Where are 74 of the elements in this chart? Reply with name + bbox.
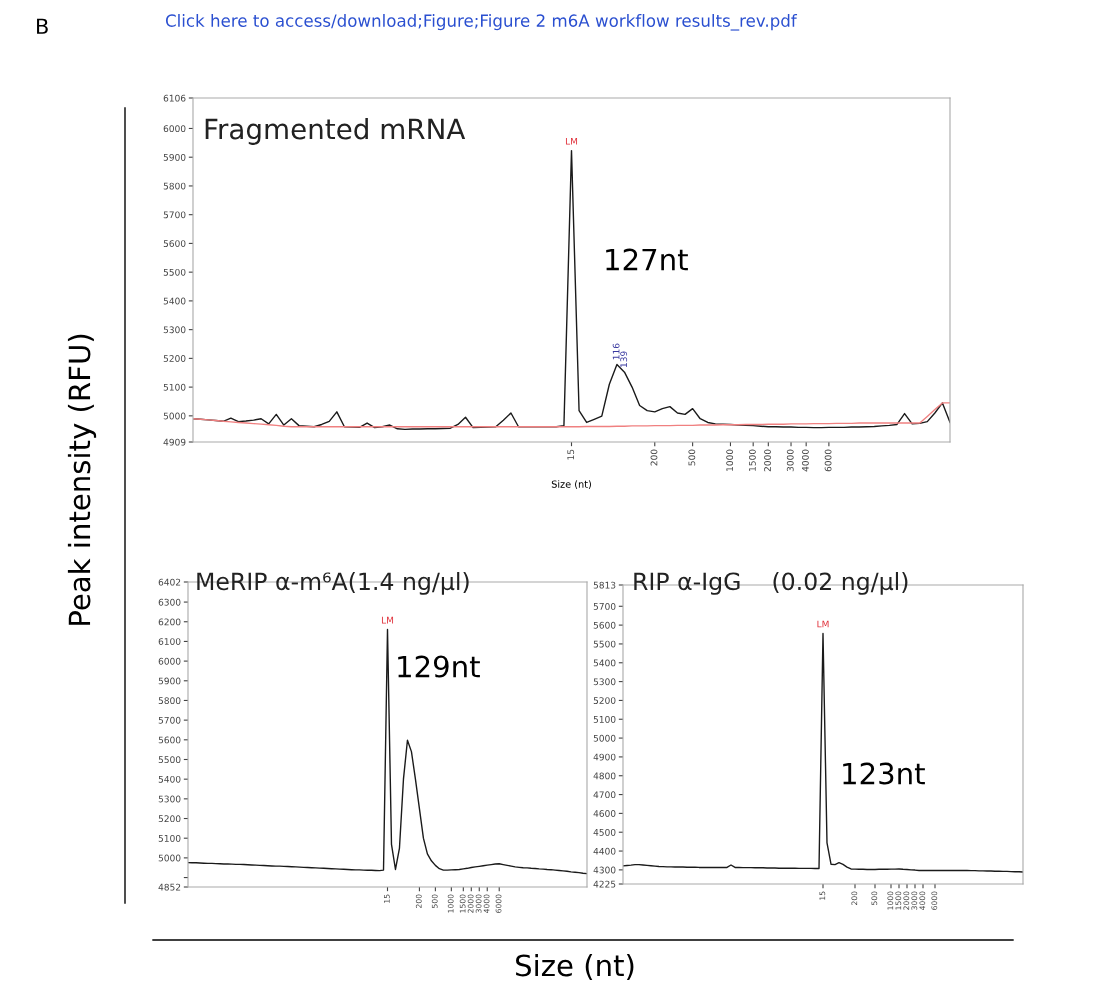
x-tick-label: 6000 (824, 449, 832, 472)
y-tick-label: 5300 (593, 678, 616, 686)
text: Click here to access/download;Figure;Figure 2 m6A workflow results_rev.pdf (165, 14, 798, 31)
x-axis-title: Size (nt) (516, 953, 634, 980)
chart-title: MeRIP α-m⁶A(1.4 ng/µl) (197, 572, 469, 595)
y-tick-label: 6200 (158, 618, 181, 626)
y-tick-label: 5000 (158, 854, 181, 862)
y-tick-label: 5700 (163, 211, 186, 219)
y-tick-label: 5400 (593, 659, 616, 667)
y-axis-title: Peak intensity (RFU) (67, 334, 97, 625)
y-tick-label: 4600 (593, 810, 616, 817)
line-series (188, 628, 587, 875)
x-tick-label: 500 (688, 449, 696, 466)
y-tick-label: 6000 (163, 125, 186, 133)
x-tick-label: 3000 (786, 449, 794, 472)
y-tick-label: 4909 (163, 438, 186, 446)
y-tick-label: 4500 (593, 828, 616, 836)
y-tick-label: 5000 (163, 412, 186, 420)
y-tick-label: 5500 (593, 640, 616, 648)
x-tick-label: 1500 (748, 449, 756, 471)
y-tick-label: 4300 (593, 866, 616, 874)
y-tick-label: 5700 (158, 716, 181, 724)
y-tick-label: 5700 (593, 603, 616, 610)
y-tick-label: 4852 (158, 883, 181, 891)
y-tick-label: 5500 (158, 756, 181, 764)
y-tick-label: 4800 (593, 772, 616, 780)
y-tick-label: 6000 (158, 657, 181, 665)
text: Fragmented mRNA (205, 118, 466, 145)
text: B (37, 18, 48, 34)
annotation: LM (817, 620, 829, 628)
y-tick-label: 4900 (593, 753, 616, 761)
y-tick-label: 5800 (163, 182, 186, 190)
line-series (623, 632, 1023, 873)
y-tick-label: 5300 (163, 326, 186, 334)
chart-title: RIP α-IgG (0.02 ng/µl) (634, 572, 908, 595)
y-tick-label: 5400 (163, 297, 186, 305)
y-tick-label: 5100 (593, 715, 616, 723)
y-tick-label: 5100 (158, 834, 181, 842)
y-tick-label: 5500 (163, 268, 186, 276)
y-tick-label: 5200 (593, 697, 616, 704)
y-tick-label: 6100 (158, 638, 181, 645)
y-tick-label: 4400 (593, 847, 616, 855)
x-axis-title: Size (nt) (551, 480, 591, 489)
y-tick-label: 5400 (158, 775, 181, 783)
y-tick-label: 5800 (158, 697, 181, 705)
y-tick-label: 5600 (163, 240, 186, 247)
x-tick-label: 1000 (726, 449, 734, 471)
annotation: 129nt (398, 655, 480, 678)
y-tick-label: 6106 (163, 94, 186, 102)
annotation: 116 (612, 343, 620, 360)
y-tick-label: 5000 (593, 734, 616, 742)
x-tick-label: 15 (567, 449, 575, 460)
y-tick-label: 5100 (163, 383, 186, 391)
y-tick-label: 4225 (593, 880, 616, 888)
x-tick-label: 4000 (801, 449, 809, 472)
x-tick-label: 200 (650, 449, 658, 466)
annotation: LM (565, 137, 578, 145)
y-tick-label: 5600 (593, 621, 616, 629)
y-tick-label: 5813 (593, 581, 616, 589)
y-tick-label: 5200 (158, 815, 181, 823)
y-tick-label: 6402 (158, 578, 181, 586)
y-tick-label: 5900 (158, 677, 181, 685)
annotation: 123nt (843, 762, 925, 785)
y-tick-label: 5300 (158, 795, 181, 803)
line-series (193, 402, 950, 428)
annotation: LM (381, 616, 394, 624)
y-tick-label: 5600 (158, 736, 181, 744)
annotation: 127nt (606, 248, 688, 271)
x-tick-label: 2000 (764, 449, 771, 472)
y-tick-label: 5200 (163, 355, 186, 362)
y-tick-label: 4700 (593, 791, 616, 799)
y-tick-label: 6300 (158, 598, 181, 606)
annotation: 139 (620, 351, 628, 368)
y-tick-label: 5900 (163, 153, 186, 161)
